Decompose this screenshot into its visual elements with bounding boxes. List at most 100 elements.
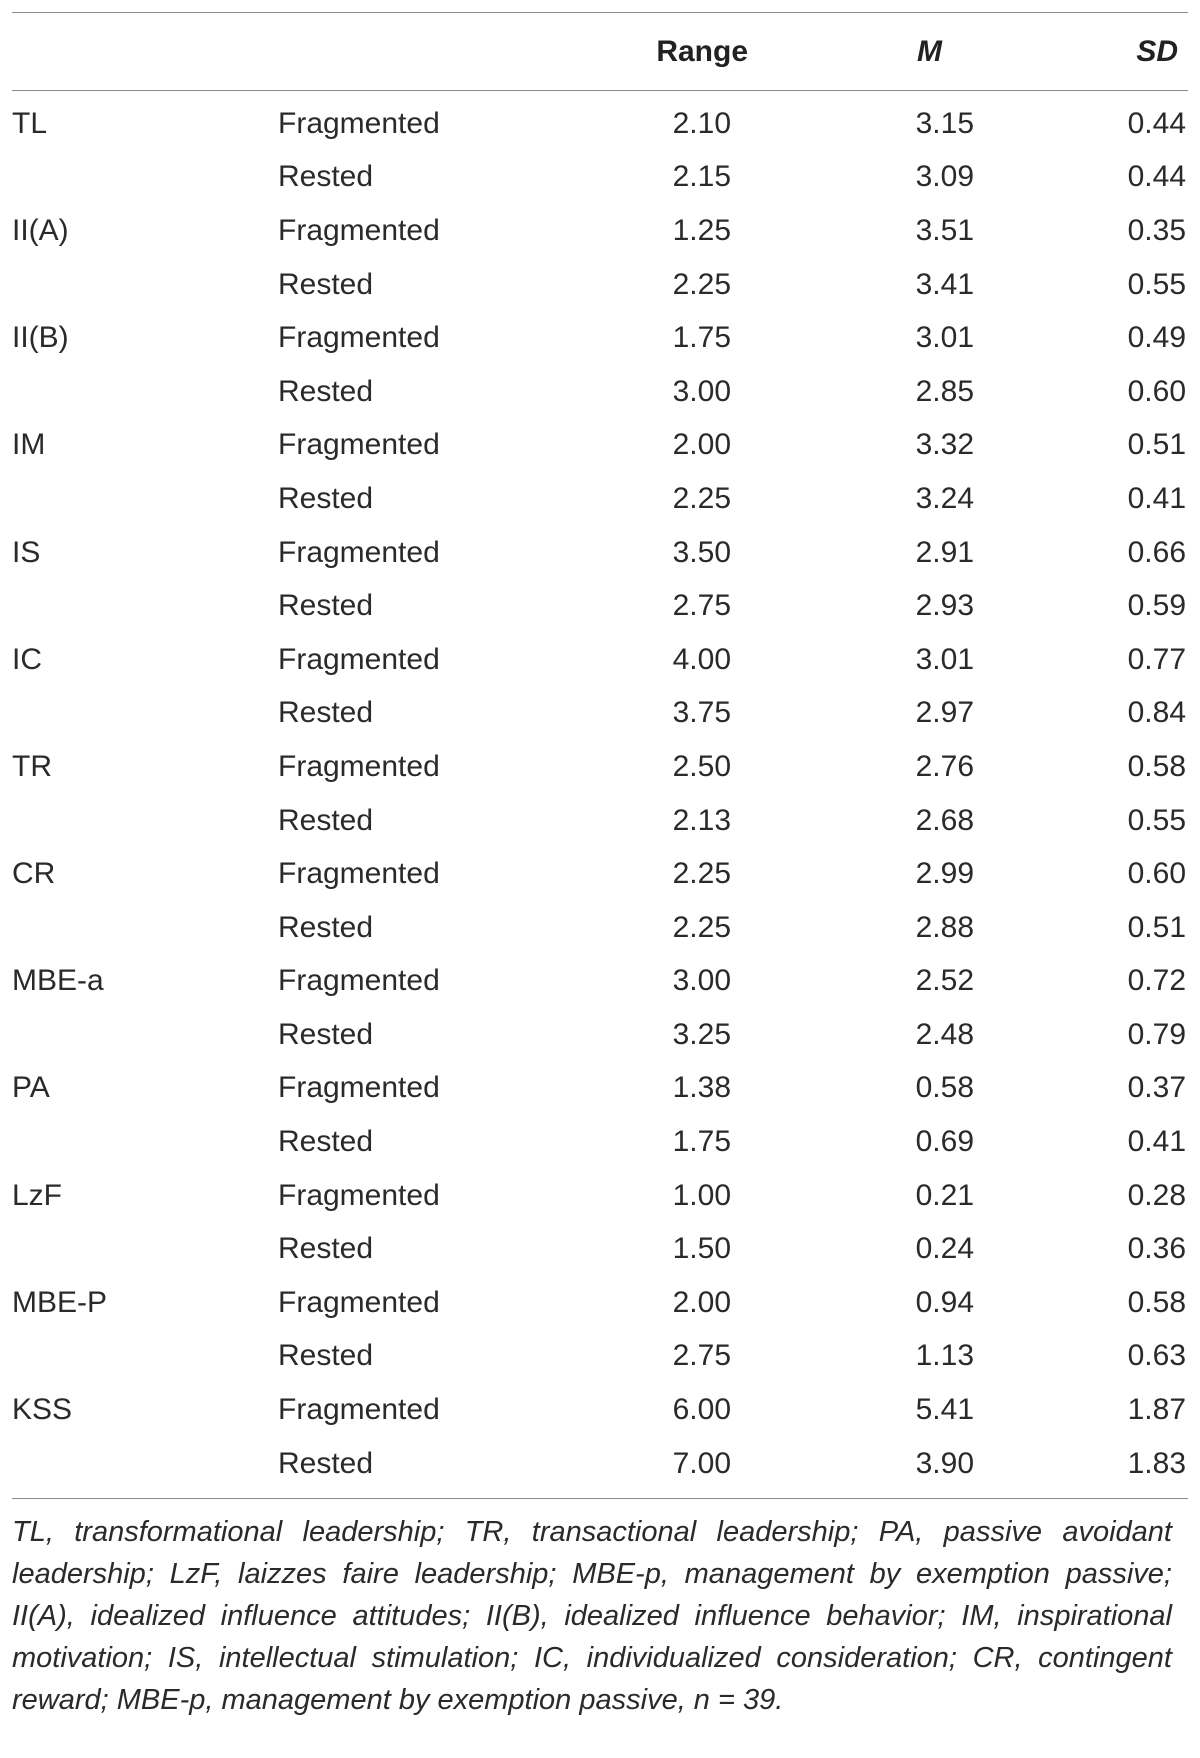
cell-range: 1.50 — [672, 1232, 731, 1266]
cell-range: 2.13 — [672, 803, 731, 837]
cell-sd: 0.44 — [1127, 160, 1186, 194]
header-rule — [12, 90, 1188, 91]
cell-sd: 0.58 — [1127, 749, 1186, 783]
table-row: KSS Fragmented 6.00 5.41 1.87 — [12, 1383, 1188, 1437]
cell-variable — [12, 579, 278, 633]
cell-range: 3.00 — [672, 374, 731, 408]
cell-mean: 0.21 — [915, 1178, 974, 1212]
cell-variable — [12, 1222, 278, 1276]
table-row: MBE-P Fragmented 2.00 0.94 0.58 — [12, 1276, 1188, 1330]
table-row: Rested 2.15 3.09 0.44 — [12, 151, 1188, 205]
cell-mean: 2.99 — [915, 857, 974, 891]
cell-condition: Fragmented — [278, 535, 440, 569]
cell-condition: Rested — [278, 160, 374, 194]
table-row: IS Fragmented 3.50 2.91 0.66 — [12, 526, 1188, 580]
cell-variable: TL — [12, 106, 48, 140]
cell-mean: 0.94 — [915, 1285, 974, 1319]
table-row: LzF Fragmented 1.00 0.21 0.28 — [12, 1169, 1188, 1223]
cell-sd: 0.28 — [1127, 1178, 1186, 1212]
cell-mean: 3.32 — [915, 428, 974, 462]
cell-variable: KSS — [12, 1393, 73, 1427]
cell-mean: 5.41 — [915, 1393, 974, 1427]
cell-variable: IC — [12, 642, 42, 676]
cell-condition: Rested — [278, 803, 374, 837]
cell-variable: IM — [12, 428, 46, 462]
table-row: Rested 1.75 0.69 0.41 — [12, 1115, 1188, 1169]
cell-condition: Fragmented — [278, 1393, 440, 1427]
table-row: Rested 3.75 2.97 0.84 — [12, 687, 1188, 741]
table-row: IC Fragmented 4.00 3.01 0.77 — [12, 633, 1188, 687]
cell-sd: 1.83 — [1127, 1446, 1186, 1480]
cell-mean: 3.15 — [915, 106, 974, 140]
header-row: Range M SD — [12, 13, 1188, 91]
cell-condition: Fragmented — [278, 749, 440, 783]
cell-range: 3.00 — [672, 964, 731, 998]
cell-range: 2.15 — [672, 160, 731, 194]
table-row: MBE-a Fragmented 3.00 2.52 0.72 — [12, 955, 1188, 1009]
cell-range: 1.00 — [672, 1178, 731, 1212]
cell-variable: II(B) — [12, 321, 69, 355]
cell-condition: Rested — [278, 267, 374, 301]
cell-condition: Fragmented — [278, 213, 440, 247]
cell-variable: MBE-P — [12, 1285, 108, 1319]
table-row: CR Fragmented 2.25 2.99 0.60 — [12, 847, 1188, 901]
cell-variable: LzF — [12, 1178, 63, 1212]
cell-condition: Rested — [278, 696, 374, 730]
cell-mean: 0.69 — [915, 1125, 974, 1159]
cell-range: 1.75 — [672, 321, 731, 355]
table-row: Rested 1.50 0.24 0.36 — [12, 1222, 1188, 1276]
cell-mean: 3.01 — [915, 642, 974, 676]
cell-variable — [12, 687, 278, 741]
table-header: Range M SD — [12, 13, 1188, 91]
cell-range: 2.75 — [672, 589, 731, 623]
cell-variable: IS — [12, 535, 41, 569]
cell-mean: 2.93 — [915, 589, 974, 623]
cell-mean: 0.58 — [915, 1071, 974, 1105]
table-row: Rested 2.13 2.68 0.55 — [12, 794, 1188, 848]
cell-sd: 0.66 — [1127, 535, 1186, 569]
cell-range: 6.00 — [672, 1393, 731, 1427]
cell-variable — [12, 1008, 278, 1062]
cell-sd: 0.37 — [1127, 1071, 1186, 1105]
table-row: Rested 2.25 3.24 0.41 — [12, 472, 1188, 526]
cell-mean: 2.85 — [915, 374, 974, 408]
cell-range: 1.25 — [672, 213, 731, 247]
cell-mean: 2.52 — [915, 964, 974, 998]
cell-variable — [12, 365, 278, 419]
cell-range: 2.25 — [672, 481, 731, 515]
cell-range: 3.25 — [672, 1017, 731, 1051]
cell-sd: 1.87 — [1127, 1393, 1186, 1427]
cell-mean: 2.48 — [915, 1017, 974, 1051]
cell-condition: Fragmented — [278, 106, 440, 140]
cell-sd: 0.41 — [1127, 481, 1186, 515]
table-row: II(B) Fragmented 1.75 3.01 0.49 — [12, 311, 1188, 365]
cell-range: 7.00 — [672, 1446, 731, 1480]
cell-range: 1.38 — [672, 1071, 731, 1105]
bottom-rule — [12, 1498, 1188, 1500]
cell-variable — [12, 1437, 278, 1491]
top-rule — [12, 12, 1188, 13]
header-variable — [12, 13, 278, 91]
cell-sd: 0.72 — [1127, 964, 1186, 998]
cell-variable — [12, 258, 278, 312]
cell-sd: 0.51 — [1127, 910, 1186, 944]
cell-mean: 3.51 — [915, 213, 974, 247]
table-row: Rested 3.00 2.85 0.60 — [12, 365, 1188, 419]
table-row: Rested 3.25 2.48 0.79 — [12, 1008, 1188, 1062]
cell-condition: Fragmented — [278, 857, 440, 891]
cell-variable: II(A) — [12, 213, 69, 247]
cell-condition: Fragmented — [278, 1285, 440, 1319]
cell-variable: MBE-a — [12, 964, 104, 998]
cell-sd: 0.49 — [1127, 321, 1186, 355]
cell-sd: 0.35 — [1127, 213, 1186, 247]
cell-range: 2.75 — [672, 1339, 731, 1373]
cell-sd: 0.79 — [1127, 1017, 1186, 1051]
cell-range: 2.25 — [672, 910, 731, 944]
cell-condition: Rested — [278, 1125, 374, 1159]
cell-condition: Fragmented — [278, 642, 440, 676]
cell-mean: 2.76 — [915, 749, 974, 783]
cell-variable: PA — [12, 1071, 50, 1105]
cell-condition: Fragmented — [278, 1178, 440, 1212]
cell-sd: 0.59 — [1127, 589, 1186, 623]
cell-range: 2.50 — [672, 749, 731, 783]
